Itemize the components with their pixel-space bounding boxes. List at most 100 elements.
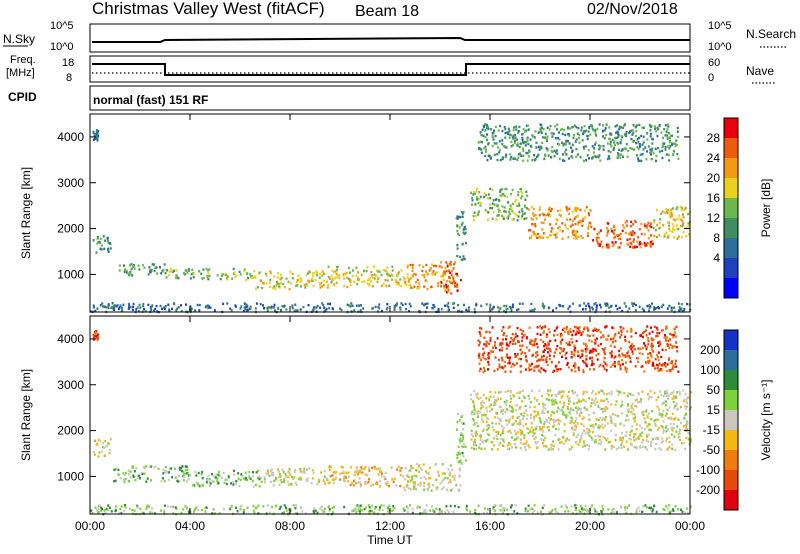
data-cell (671, 443, 674, 446)
data-cell (352, 269, 354, 272)
data-cell (589, 357, 591, 360)
data-cell (575, 138, 578, 141)
data-cell (525, 409, 528, 412)
data-cell (604, 302, 607, 305)
data-cell (624, 335, 627, 338)
data-cell (621, 359, 624, 362)
data-cell (636, 138, 639, 141)
data-cell (482, 393, 485, 397)
data-cell (559, 214, 562, 218)
data-cell (514, 442, 516, 446)
data-cell (110, 306, 113, 310)
data-cell (502, 507, 504, 510)
data-cell (646, 448, 649, 451)
data-cell (460, 422, 463, 425)
data-cell (650, 440, 653, 444)
data-cell (552, 440, 555, 443)
data-cell (357, 505, 360, 508)
data-cell (607, 306, 610, 309)
data-cell (305, 274, 308, 277)
data-cell (624, 434, 627, 437)
data-cell (491, 217, 494, 220)
data-cell (444, 273, 447, 277)
data-cell (569, 225, 572, 228)
data-cell (582, 330, 584, 334)
data-cell (449, 489, 452, 492)
data-cell (424, 470, 427, 473)
data-cell (602, 435, 605, 439)
data-cell (307, 280, 310, 284)
data-cell (323, 475, 326, 478)
data-cell (680, 307, 683, 310)
data-cell (566, 407, 569, 411)
data-cell (565, 139, 568, 143)
data-cell (492, 429, 495, 432)
data-cell (559, 340, 562, 343)
data-cell (671, 333, 674, 337)
data-cell (619, 326, 622, 329)
data-cell (237, 477, 240, 481)
data-cell (517, 191, 520, 194)
data-cell (670, 308, 673, 312)
data-cell (428, 269, 431, 272)
data-cell (578, 134, 581, 137)
data-cell (548, 421, 551, 424)
data-cell (465, 504, 468, 508)
data-cell (484, 135, 487, 139)
data-cell (482, 134, 485, 137)
data-cell (461, 440, 464, 443)
data-cell (646, 226, 648, 229)
data-cell (651, 508, 654, 511)
data-cell (630, 406, 633, 409)
data-cell (124, 268, 126, 271)
data-cell (93, 134, 96, 137)
data-cell (284, 473, 287, 476)
data-cell (606, 407, 609, 410)
data-cell (421, 302, 424, 305)
data-cell (340, 308, 343, 312)
data-cell (645, 329, 647, 332)
data-cell (245, 306, 248, 309)
data-cell (508, 429, 511, 433)
data-cell (592, 347, 595, 351)
data-cell (296, 279, 299, 282)
data-cell (594, 143, 597, 146)
data-cell (606, 142, 609, 145)
data-cell (173, 303, 176, 306)
data-cell (613, 224, 616, 227)
data-cell (123, 264, 126, 267)
data-cell (575, 126, 578, 129)
data-cell (493, 437, 496, 440)
data-cell (279, 273, 282, 277)
data-cell (459, 460, 461, 464)
data-cell (591, 359, 594, 362)
data-cell (614, 241, 617, 244)
data-cell (406, 264, 409, 267)
data-cell (543, 422, 546, 426)
data-cell (338, 277, 341, 280)
data-cell (393, 308, 396, 311)
data-cell (475, 433, 478, 436)
data-cell (599, 229, 602, 232)
data-cell (306, 479, 309, 483)
data-cell (591, 145, 594, 148)
data-cell (563, 401, 565, 405)
data-cell (556, 152, 559, 155)
data-cell (572, 233, 575, 236)
data-cell (175, 507, 178, 511)
data-cell (636, 240, 639, 243)
data-cell (632, 223, 635, 226)
freq-tick-top: 18 (62, 57, 74, 69)
data-cell (567, 397, 570, 400)
data-cell (577, 331, 580, 335)
data-cell (486, 424, 489, 427)
data-cell (654, 307, 657, 310)
data-cell (167, 274, 170, 277)
data-cell (628, 346, 631, 349)
data-cell (462, 258, 465, 261)
data-cell (494, 356, 497, 359)
data-cell (666, 428, 669, 431)
nave-tick-bottom: 0 (708, 72, 714, 84)
data-cell (128, 473, 131, 476)
data-cell (649, 129, 652, 132)
